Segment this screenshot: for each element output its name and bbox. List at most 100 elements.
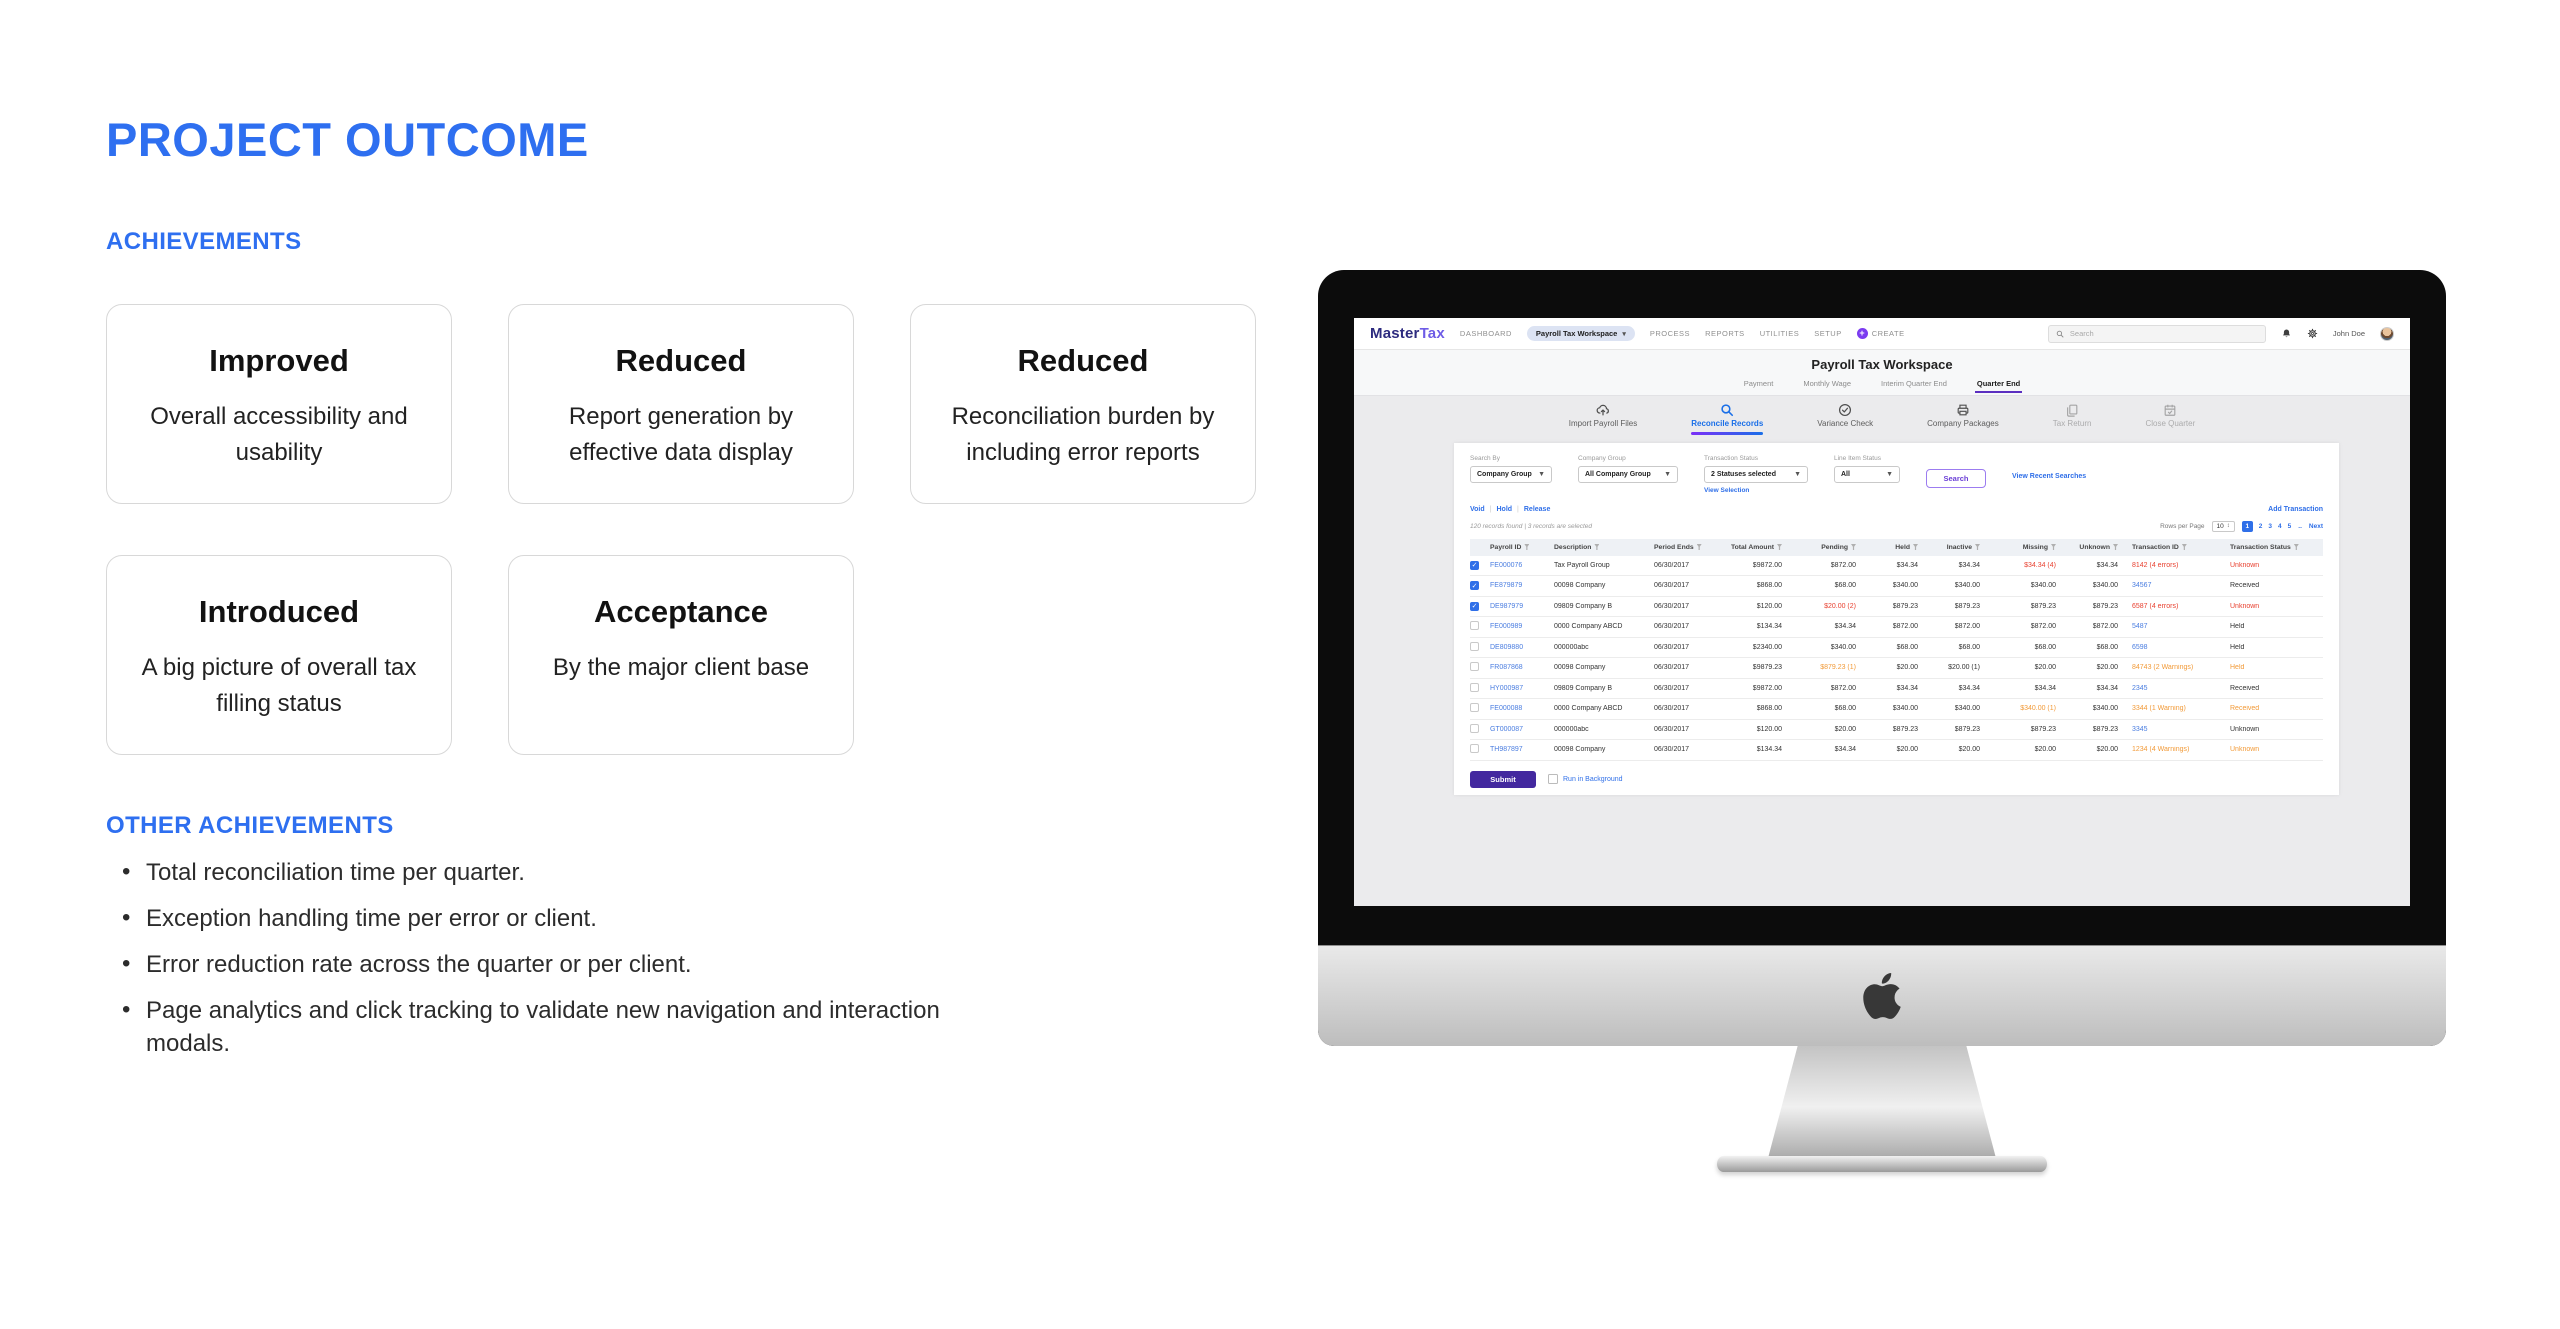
row-checkbox[interactable]: ✓ (1470, 560, 1479, 570)
cell-transaction-id[interactable]: 84743 (2 Warnings) (2132, 664, 2194, 672)
cell-payroll-id[interactable]: GT000087 (1490, 725, 1524, 733)
header-total-amount[interactable]: Total Amount (1720, 544, 1796, 551)
table-row[interactable]: TH987897 00098 Company 06/30/2017 $134.34 $3… (1470, 740, 2323, 761)
header-missing[interactable]: Missing (1994, 544, 2070, 551)
nav-item-setup[interactable]: SETUP (1814, 329, 1842, 338)
cell-transaction-id[interactable]: 1234 (4 Warnings) (2132, 746, 2190, 754)
row-checkbox[interactable] (1470, 662, 1479, 672)
workflow-step-variance-check[interactable]: Variance Check (1817, 403, 1873, 435)
cell-transaction-id[interactable]: 34567 (2132, 582, 2152, 590)
row-checkbox[interactable]: ✓ (1470, 581, 1479, 591)
bullet-item: Error reduction rate across the quarter … (118, 947, 998, 981)
row-checkbox[interactable] (1470, 682, 1479, 692)
view-selection-link[interactable]: View Selection (1704, 486, 1750, 494)
nav-item-dashboard[interactable]: DASHBOARD (1459, 329, 1512, 338)
release-link[interactable]: Release (1523, 505, 1551, 513)
submit-button[interactable]: Submit (1470, 770, 1536, 788)
user-avatar[interactable] (2380, 326, 2394, 341)
table-row[interactable]: ✓ DE987979 09809 Company B 06/30/2017 $120.0… (1470, 597, 2323, 617)
view-recent-searches-link[interactable]: View Recent Searches (2012, 472, 2087, 480)
add-transaction-link[interactable]: Add Transaction (2268, 505, 2323, 513)
workflow-step-reconcile-records[interactable]: Reconcile Records (1691, 403, 1764, 435)
table-row[interactable]: ✓ FE879879 00098 Company 06/30/2017 $868.00 $… (1470, 576, 2323, 597)
nav-item-reports[interactable]: REPORTS (1705, 329, 1745, 338)
cell-inactive: $20.00 (1958, 746, 1980, 754)
table-row[interactable]: FR087868 00098 Company 06/30/2017 $9879.23 $… (1470, 658, 2323, 679)
page-number-2[interactable]: 2 (2258, 522, 2263, 530)
header-held[interactable]: Held (1870, 544, 1932, 551)
void-link[interactable]: Void (1470, 505, 1485, 513)
cell-transaction-id[interactable]: 6587 (4 errors) (2132, 602, 2179, 610)
header-period-ends[interactable]: Period Ends (1654, 544, 1720, 551)
table-row[interactable]: DE809880 000000abc 06/30/2017 $2340.00 $340.… (1470, 638, 2323, 658)
filter-dropdown[interactable]: Company Group ▼ (1470, 465, 1552, 483)
cell-payroll-id[interactable]: FE879879 (1490, 582, 1523, 590)
filter-dropdown[interactable]: All Company Group ▼ (1578, 465, 1678, 483)
cell-payroll-id[interactable]: FR087868 (1490, 664, 1523, 672)
next-page-link[interactable]: Next (2308, 522, 2323, 530)
cell-transaction-id[interactable]: 3345 (2132, 725, 2148, 733)
header-unknown[interactable]: Unknown (2070, 544, 2132, 551)
workflow-step-close-quarter[interactable]: Close Quarter (2145, 403, 2195, 435)
page-number-3[interactable]: 3 (2268, 522, 2273, 530)
filter-dropdown[interactable]: 2 Statuses selected ▼ (1704, 465, 1808, 483)
row-checkbox[interactable]: ✓ (1470, 601, 1479, 611)
table-row[interactable]: GT000087 000000abc 06/30/2017 $120.00 $20.00… (1470, 720, 2323, 740)
row-checkbox[interactable] (1470, 703, 1479, 713)
hold-link[interactable]: Hold (1496, 505, 1513, 513)
cell-missing: $34.34 (2034, 684, 2056, 692)
tab-payment[interactable]: Payment (1743, 379, 1774, 388)
tab-quarter-end[interactable]: Quarter End (1974, 379, 2023, 393)
cell-payroll-id[interactable]: FE000088 (1490, 705, 1523, 713)
header-transaction-id[interactable]: Transaction ID (2132, 544, 2230, 551)
page-number-4[interactable]: 4 (2278, 522, 2282, 530)
rows-per-page-select[interactable]: 10 ↕ (2211, 520, 2235, 532)
cell-payroll-id[interactable]: TH987897 (1490, 746, 1523, 754)
header-payroll-id[interactable]: Payroll ID (1490, 544, 1554, 551)
bell-icon[interactable] (2281, 328, 2292, 339)
nav-item-utilities[interactable]: UTILITIES (1759, 329, 1800, 338)
row-checkbox[interactable] (1470, 621, 1479, 631)
workflow-step-import-payroll-files[interactable]: Import Payroll Files (1569, 403, 1637, 435)
workflow-step-tax-return[interactable]: Tax Return (2053, 403, 2091, 435)
search-button[interactable]: Search (1926, 468, 1986, 488)
page-number-1[interactable]: 1 (2241, 520, 2253, 532)
filter-dropdown[interactable]: All ▼ (1834, 465, 1900, 483)
cell-transaction-id[interactable]: 6598 (2132, 643, 2148, 651)
card-title: Introduced (198, 594, 360, 629)
cell-transaction-id[interactable]: 2345 (2132, 684, 2148, 692)
cell-transaction-id[interactable]: 5487 (2132, 623, 2148, 631)
nav-item-process[interactable]: PROCESS (1649, 329, 1691, 338)
table-row[interactable]: FE000088 0000 Company ABCD 06/30/2017 $868.… (1470, 699, 2323, 720)
dropdown-value: All Company Group (1585, 470, 1651, 478)
search-input[interactable]: Search (2047, 324, 2266, 343)
cell-payroll-id[interactable]: FE000076 (1490, 561, 1523, 569)
rows-per-page-value: 10 (2216, 522, 2224, 530)
tab-monthly-wage[interactable]: Monthly Wage (1803, 379, 1852, 388)
nav-item-payroll-tax-workspace[interactable]: Payroll Tax Workspace ▾ (1526, 326, 1635, 341)
cell-transaction-id[interactable]: 3344 (1 Warning) (2132, 705, 2186, 713)
table-row[interactable]: ✓ FE000076 Tax Payroll Group 06/30/2017 $987… (1470, 556, 2323, 576)
header-inactive[interactable]: Inactive (1932, 544, 1994, 551)
row-checkbox[interactable] (1470, 723, 1479, 733)
tab-interim-quarter-end[interactable]: Interim Quarter End (1881, 379, 1947, 388)
gear-icon[interactable] (2307, 328, 2318, 339)
cell-payroll-id[interactable]: DE809880 (1490, 643, 1524, 651)
row-checkbox[interactable] (1470, 744, 1479, 754)
cell-payroll-id[interactable]: DE987979 (1490, 602, 1524, 610)
table-row[interactable]: FE000989 0000 Company ABCD 06/30/2017 $134.… (1470, 617, 2323, 638)
run-in-background[interactable]: Run in Background (1548, 774, 1623, 784)
cell-payroll-id[interactable]: FE000989 (1490, 623, 1523, 631)
cell-transaction-id[interactable]: 8142 (4 errors) (2132, 561, 2179, 569)
table-row[interactable]: HY000987 09809 Company B 06/30/2017 $9872.0… (1470, 679, 2323, 699)
run-in-background-checkbox[interactable] (1548, 774, 1558, 784)
cell-payroll-id[interactable]: HY000987 (1490, 684, 1524, 692)
workflow-step-company-packages[interactable]: Company Packages (1927, 403, 1999, 435)
row-checkbox[interactable] (1470, 641, 1479, 651)
page-number-5[interactable]: 5 (2287, 522, 2292, 530)
nav-item-create[interactable]: + CREATE (1856, 328, 1905, 339)
header-transaction-status[interactable]: Transaction Status (2230, 544, 2323, 551)
header-description[interactable]: Description (1554, 544, 1654, 551)
cell-period-ends: 06/30/2017 (1654, 643, 1690, 651)
header-pending[interactable]: Pending (1796, 544, 1870, 551)
